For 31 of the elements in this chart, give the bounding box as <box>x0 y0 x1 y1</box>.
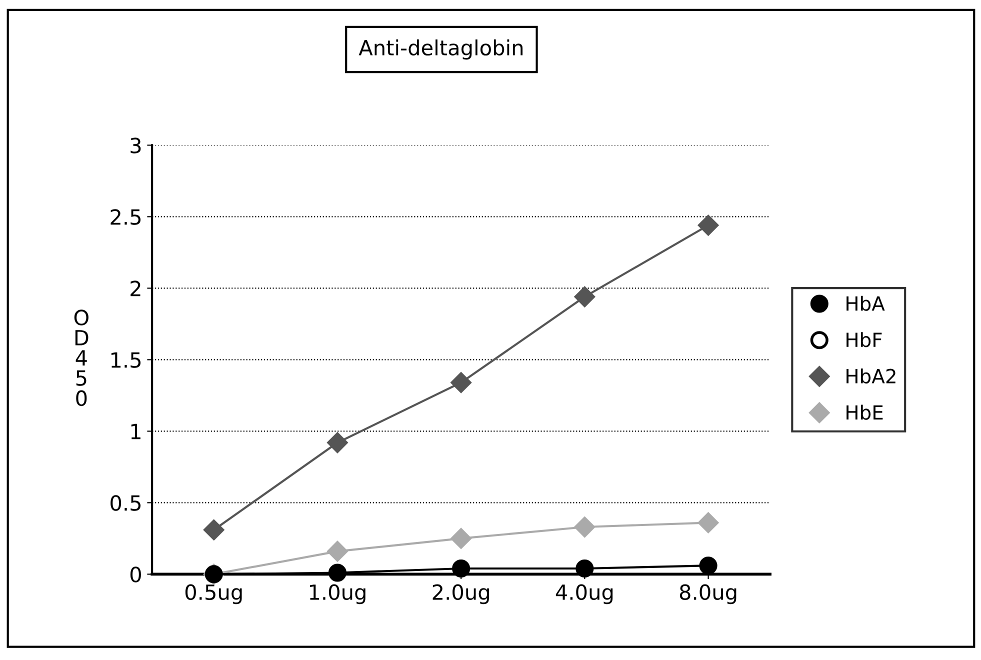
x-tick-label: 2.0ug <box>432 584 489 604</box>
y-tick-label: 0 <box>130 566 141 582</box>
legend-label: HbF <box>846 332 882 348</box>
y-axis-title: OD450 <box>74 310 88 406</box>
x-tick-label: 0.5ug <box>185 584 242 604</box>
point <box>576 559 594 578</box>
point <box>574 286 595 308</box>
x-tick-label: 8.0ug <box>680 584 736 604</box>
chart-title: Anti-deltaglobin <box>358 39 523 60</box>
point <box>698 512 719 533</box>
point <box>450 528 472 549</box>
legend-label: HbA <box>846 296 885 311</box>
y-tick-label: 1.5 <box>111 352 141 368</box>
y-tick-label: 3 <box>130 138 141 154</box>
legend-label: HbA2 <box>846 368 896 384</box>
y-tick-label: 1 <box>131 424 140 440</box>
point <box>204 520 224 540</box>
y-tick-label: 2.5 <box>110 209 141 225</box>
legend-label: HbE <box>846 404 883 420</box>
point <box>574 516 595 538</box>
y-tick-label: 0.5 <box>110 495 141 511</box>
y-tick-label: 2 <box>130 280 140 296</box>
point <box>327 432 348 453</box>
point <box>327 541 348 562</box>
point <box>328 564 346 582</box>
point <box>699 556 718 575</box>
x-tick-label: 1.0ug <box>310 584 366 604</box>
x-tick-label: 4.0ug <box>556 584 613 604</box>
point <box>698 215 719 236</box>
point <box>452 559 470 578</box>
point <box>450 372 472 393</box>
